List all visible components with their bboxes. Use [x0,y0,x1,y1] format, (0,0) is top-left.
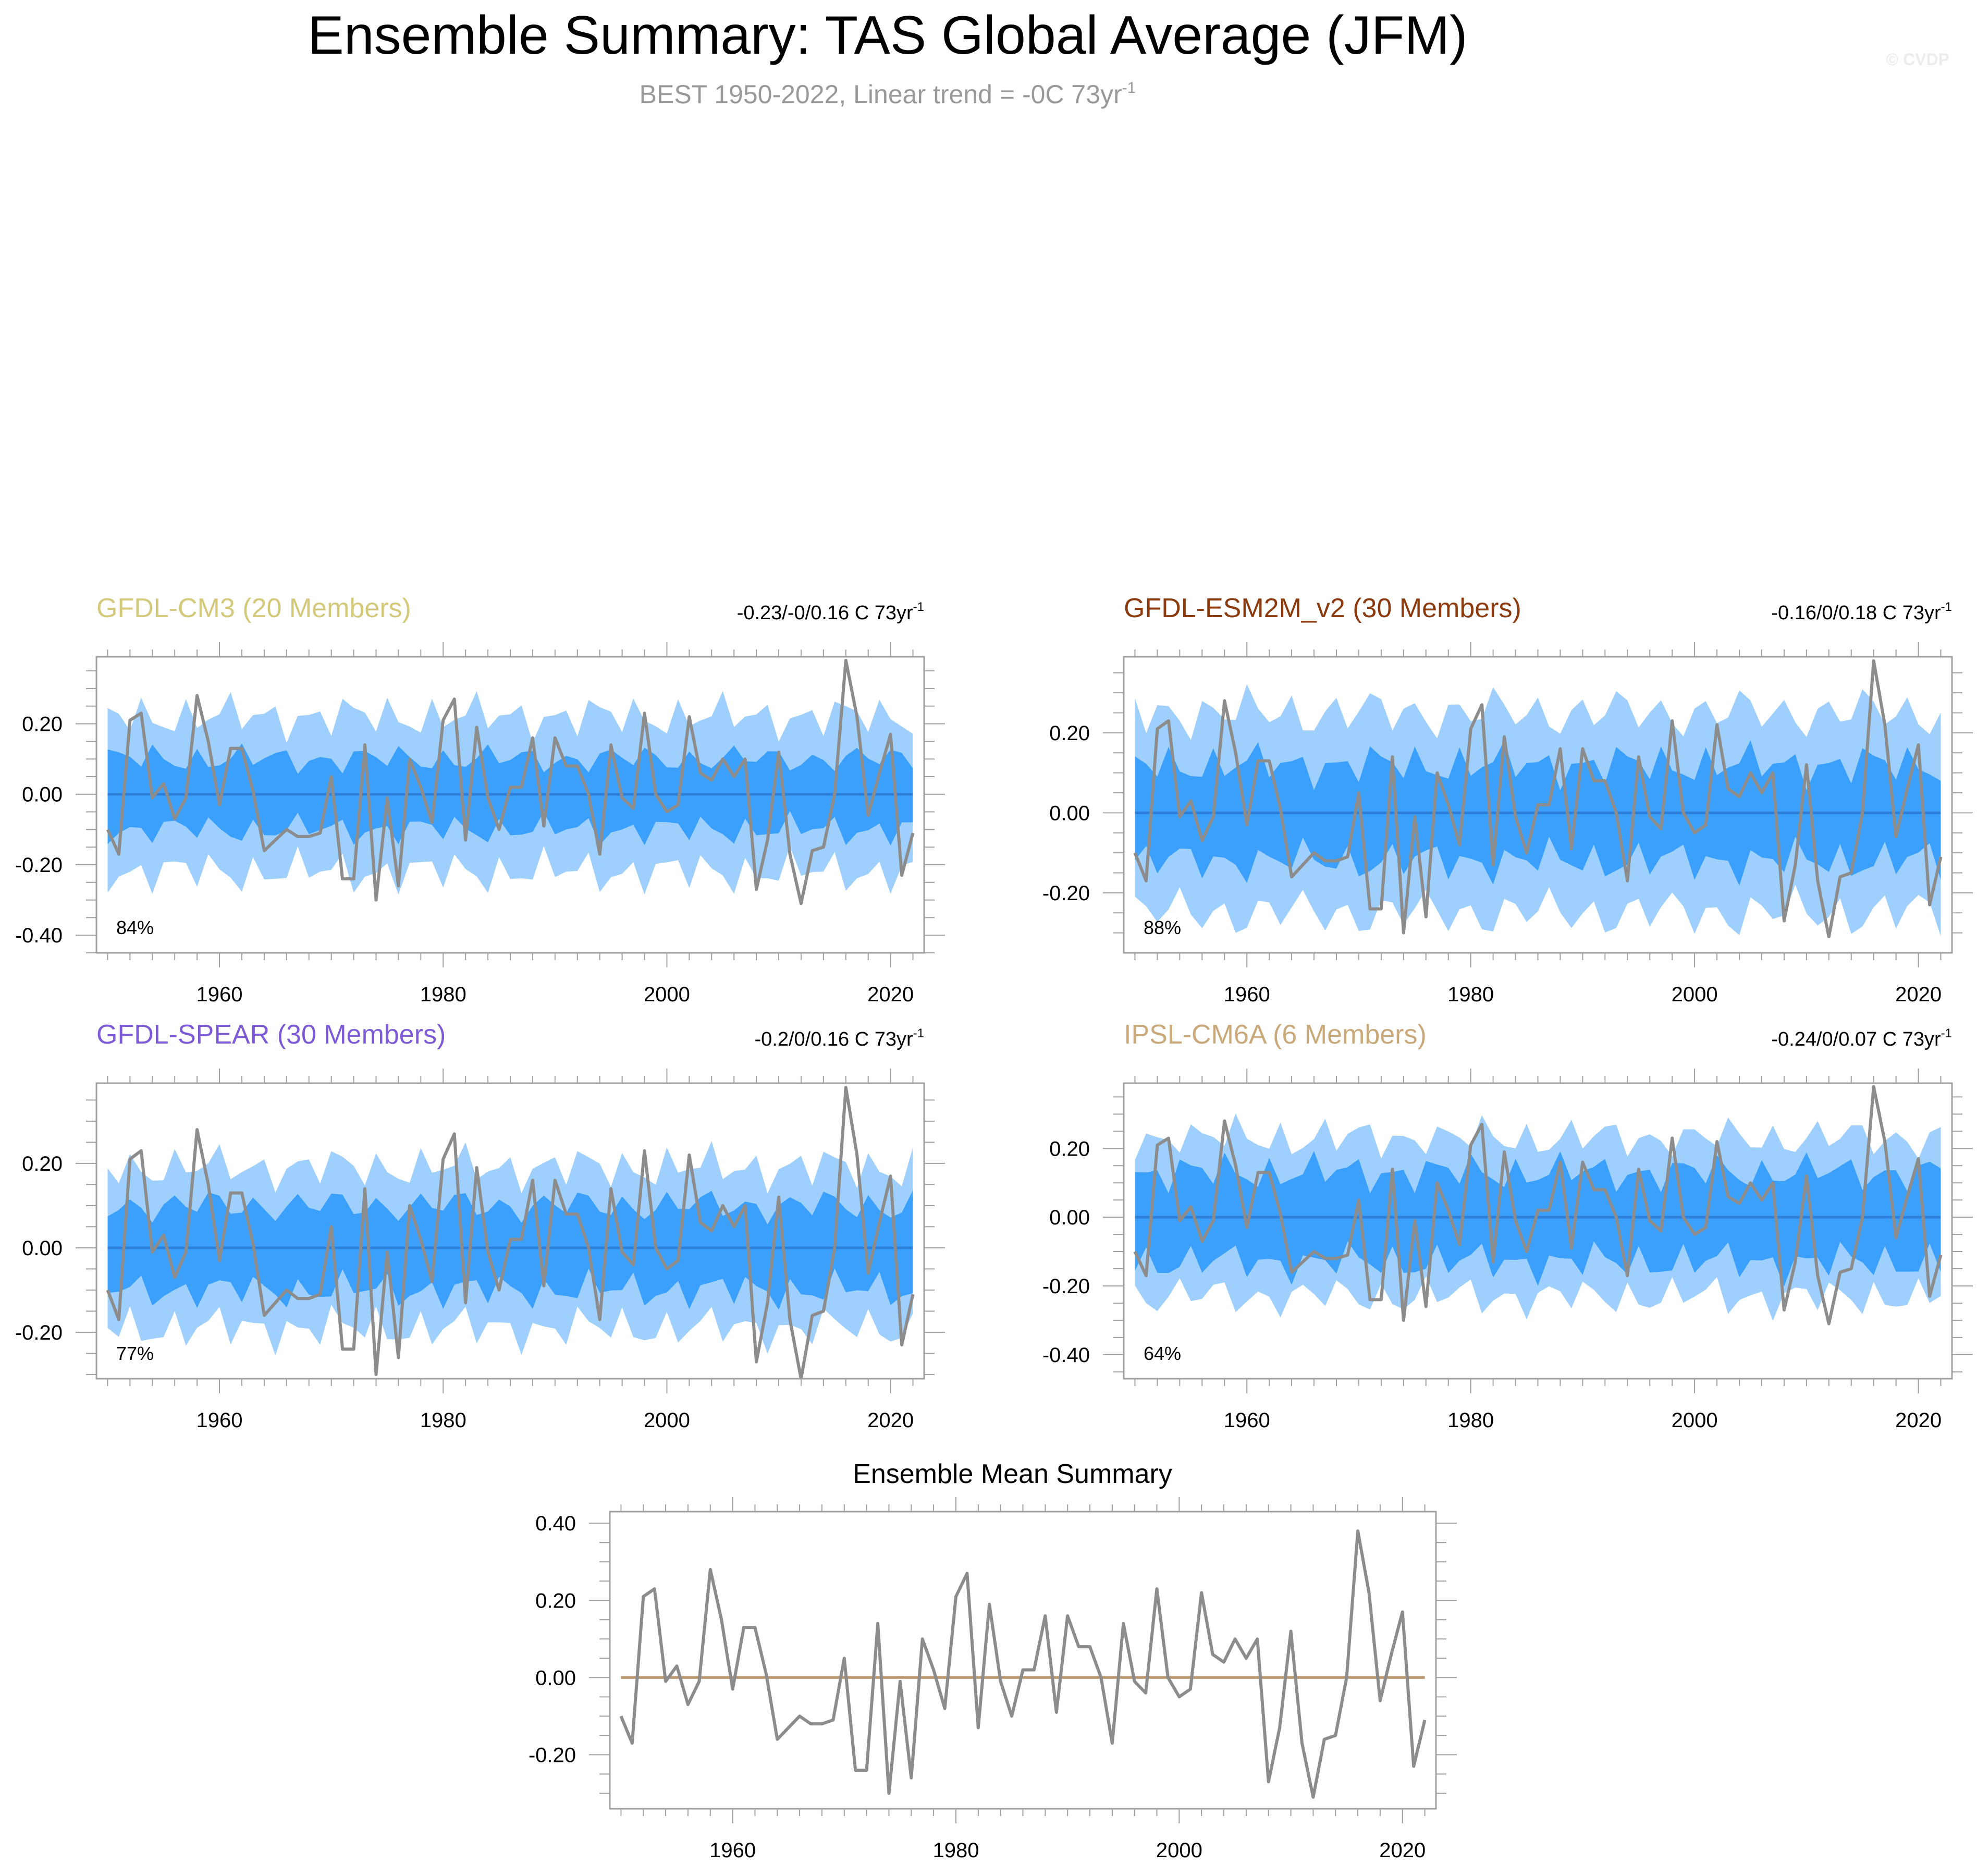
ensemble-spread-inner-band [107,1190,913,1310]
trend-label: -0.23/-0/0.16 C 73yr-1 [737,600,924,624]
panel-ipsl-cm6a: 1960 1980 2000 2020 -0.40 -0.20 0.00 0.20 IPSL-C… [1042,1020,1973,1432]
y-tick-label: 0.20 [1049,722,1090,745]
trend-exponent: -1 [1941,1026,1952,1040]
x-tick-label: 1980 [420,983,466,1006]
y-tick-label: 0.20 [535,1589,576,1612]
x-tick-label: 2000 [644,983,690,1006]
x-tick-label: 1980 [420,1409,466,1432]
x-tick-label: 2000 [1156,1839,1202,1862]
x-tick-label: 2020 [1895,1409,1942,1432]
plot-area [106,1086,915,1379]
trend-main: -0.2/0/0.16 C 73yr [754,1028,913,1050]
trend-main: -0.16/0/0.18 C 73yr [1771,602,1941,624]
panel-title: GFDL-ESM2M_v2 (30 Members) [1124,593,1521,623]
plot-area [106,658,915,905]
panel-title: GFDL-CM3 (20 Members) [96,593,411,623]
panel-gfdl-cm3: 1960 1980 2000 2020 -0.40 -0.20 0.00 0.20 GFDL-C… [15,593,945,1006]
subtitle-exponent: -1 [1122,79,1136,96]
y-tick-label: 0.20 [1049,1137,1090,1160]
x-tick-label: 2000 [1672,1409,1718,1432]
plot-area [619,1529,1427,1799]
plot-area [1133,659,1943,939]
y-tick-label: -0.20 [1042,882,1090,905]
y-tick-label: -0.20 [529,1744,576,1767]
x-tick-label: 2020 [1895,983,1942,1006]
x-tick-label: 1960 [197,1409,243,1432]
y-tick-label: -0.40 [15,924,63,947]
pct-label: 88% [1144,917,1181,938]
x-tick-label: 1980 [1447,983,1494,1006]
observed-series-line [1133,1085,1943,1326]
x-tick-label: 2000 [644,1409,690,1432]
plot-area [1133,1085,1943,1326]
trend-label: -0.2/0/0.16 C 73yr-1 [754,1026,924,1050]
trend-label: -0.16/0/0.18 C 73yr-1 [1771,600,1952,624]
pct-label: 84% [116,917,154,938]
ensemble-spread-inner-band [1135,1151,1941,1286]
x-tick-label: 1960 [197,983,243,1006]
x-tick-label: 1980 [1447,1409,1494,1432]
panel-title: IPSL-CM6A (6 Members) [1124,1020,1427,1050]
plot-frame [609,1511,1437,1810]
y-tick-label: -0.20 [1042,1275,1090,1298]
trend-exponent: -1 [1941,600,1952,614]
subtitle-main: BEST 1950-2022, Linear trend = -0C 73yr [640,80,1122,109]
figure-subtitle: BEST 1950-2022, Linear trend = -0C 73yr-… [640,79,1136,109]
x-tick-label: 2020 [1379,1839,1426,1862]
x-tick-label: 1960 [709,1839,756,1862]
trend-exponent: -1 [913,1026,924,1040]
y-tick-label: 0.00 [1049,802,1090,825]
observed-series-line [1133,659,1943,939]
watermark: © CVDP [1886,50,1949,69]
trend-main: -0.24/0/0.07 C 73yr [1771,1028,1941,1050]
x-tick-label: 1980 [932,1839,979,1862]
x-tick-label: 1960 [1224,1409,1270,1432]
y-tick-label: -0.20 [15,1321,63,1344]
y-tick-label: 0.20 [22,1152,63,1175]
trend-label: -0.24/0/0.07 C 73yr-1 [1771,1026,1952,1050]
y-tick-label: 0.00 [22,1237,63,1260]
y-tick-label: 0.00 [1049,1206,1090,1229]
pct-label: 64% [1144,1343,1181,1364]
observed-series-line [106,1086,915,1379]
figure-title: Ensemble Summary: TAS Global Average (JF… [308,5,1467,66]
x-tick-label: 2020 [867,983,914,1006]
x-tick-label: 2020 [867,1409,914,1432]
observed-series-line [106,658,915,905]
y-tick-label: 0.20 [22,713,63,735]
panel-gfdl-esm2m-v2: 1960 1980 2000 2020 -0.20 0.00 0.20 GFDL-ESM2M_… [1042,593,1973,1006]
panel-gfdl-spear: 1960 1980 2000 2020 -0.20 0.00 0.20 GFDL-SPEAR … [15,1020,945,1432]
trend-main: -0.23/-0/0.16 C 73yr [737,602,913,624]
x-tick-label: 2000 [1672,983,1718,1006]
panel-ensemble-mean-summary: 1960 1980 2000 2020 -0.20 0.00 0.20 0.40 Ensembl… [529,1459,1457,1862]
trend-exponent: -1 [913,600,924,614]
observed-series-line [619,1529,1427,1799]
y-tick-label: -0.20 [15,854,63,877]
y-tick-label: 0.40 [535,1512,576,1535]
y-tick-label: 0.00 [535,1666,576,1689]
pct-label: 77% [116,1343,154,1364]
summary-title: Ensemble Mean Summary [853,1459,1172,1489]
y-tick-label: 0.00 [22,783,63,806]
y-tick-label: -0.40 [1042,1344,1090,1367]
x-tick-label: 1960 [1224,983,1270,1006]
panel-title: GFDL-SPEAR (30 Members) [96,1020,446,1050]
